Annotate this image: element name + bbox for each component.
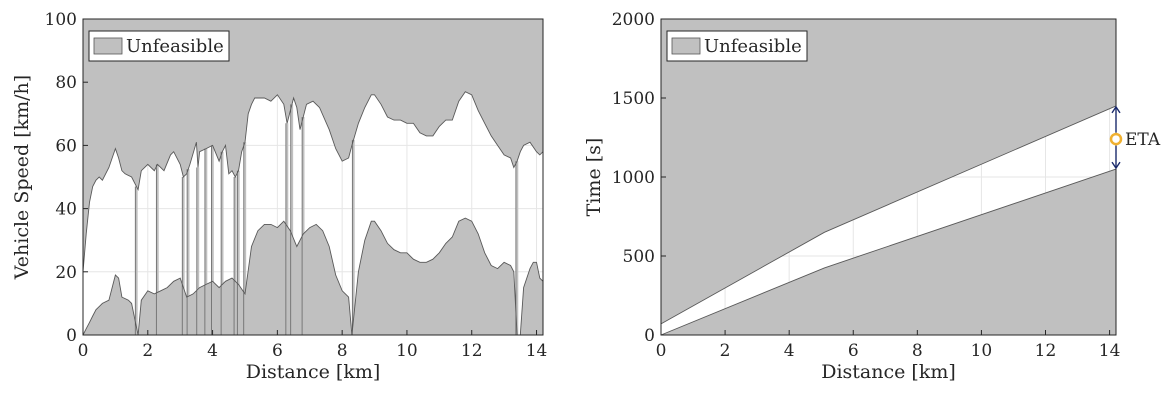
feasibility-gap xyxy=(221,151,224,335)
eta-label: ETA xyxy=(1125,130,1161,150)
upper-bound-line xyxy=(660,105,1117,325)
y-tick-label: 40 xyxy=(55,200,77,220)
x-tick-label: 2 xyxy=(720,341,731,361)
speed-chart: 0 2 4 6 8 10 12 14 0 20 40 60 80 100 Distance [km] Vehi… xyxy=(11,10,547,383)
eta-arrow-up-head xyxy=(1111,105,1121,114)
plot-frame xyxy=(82,18,544,336)
y-tick-label: 2000 xyxy=(612,10,655,30)
feasibility-gap xyxy=(204,148,208,335)
x-axis-label: Distance [km] xyxy=(246,361,381,383)
y-axis-label: Vehicle Speed [km/h] xyxy=(11,75,33,280)
y-tick-label: 100 xyxy=(45,10,77,30)
y-tick-label: 0 xyxy=(644,326,655,346)
y-tick-label: 60 xyxy=(55,136,77,156)
y-tick-label: 1500 xyxy=(612,89,655,109)
legend-label: Unfeasible xyxy=(704,36,802,57)
legend-swatch xyxy=(671,37,701,55)
legend-swatch xyxy=(93,37,123,55)
lower-bound-line xyxy=(660,168,1117,336)
x-tick-label: 10 xyxy=(971,341,993,361)
y-tick-label: 20 xyxy=(55,263,77,283)
feasibility-gap xyxy=(234,177,237,335)
y-tick-label: 500 xyxy=(623,247,655,267)
feasibility-gap xyxy=(156,164,159,335)
feasibility-gap xyxy=(302,116,305,336)
time-chart: 0 2 4 6 8 10 12 14 0 500 1000 1500 2000 Distance [km]… xyxy=(583,10,1161,383)
x-tick-label: 0 xyxy=(78,341,89,361)
feasibility-gap xyxy=(285,123,289,335)
legend-label: Unfeasible xyxy=(126,36,224,57)
x-tick-label: 6 xyxy=(848,341,859,361)
feasibility-gap xyxy=(211,145,214,335)
feasibility-gap xyxy=(187,169,190,335)
y-tick-label: 80 xyxy=(55,73,77,93)
upper-unfeasible-area xyxy=(83,19,543,272)
x-tick-label: 10 xyxy=(396,341,418,361)
x-tick-label: 2 xyxy=(142,341,153,361)
feasibility-gap xyxy=(243,142,247,335)
x-tick-label: 8 xyxy=(912,341,923,361)
x-tick-label: 12 xyxy=(1035,341,1057,361)
x-tick-label: 0 xyxy=(656,341,667,361)
eta-marker xyxy=(1109,132,1123,146)
y-axis-label: Time [s] xyxy=(583,138,605,217)
upper-bound-line xyxy=(82,91,544,272)
x-tick-label: 12 xyxy=(461,341,483,361)
x-tick-label: 4 xyxy=(207,341,218,361)
feasibility-gap xyxy=(515,161,519,335)
feasibility-gap xyxy=(135,186,138,335)
x-axis-label: Distance [km] xyxy=(821,361,956,383)
feasibility-gap xyxy=(290,104,294,335)
eta-arrow-down-head xyxy=(1111,161,1121,170)
upper-unfeasible-area xyxy=(661,19,1116,324)
feasibility-gap xyxy=(237,170,240,335)
x-tick-label: 8 xyxy=(337,341,348,361)
lower-unfeasible-area xyxy=(661,169,1116,335)
x-tick-label: 4 xyxy=(784,341,795,361)
feasibility-gap xyxy=(352,139,355,335)
x-tick-label: 14 xyxy=(1099,341,1121,361)
y-tick-label: 1000 xyxy=(612,168,655,188)
y-tick-label: 0 xyxy=(66,326,77,346)
feasibility-gap xyxy=(182,177,185,335)
x-tick-label: 6 xyxy=(272,341,283,361)
lower-bound-line xyxy=(82,217,544,336)
feasibility-gap xyxy=(196,167,200,335)
x-tick-label: 14 xyxy=(526,341,548,361)
